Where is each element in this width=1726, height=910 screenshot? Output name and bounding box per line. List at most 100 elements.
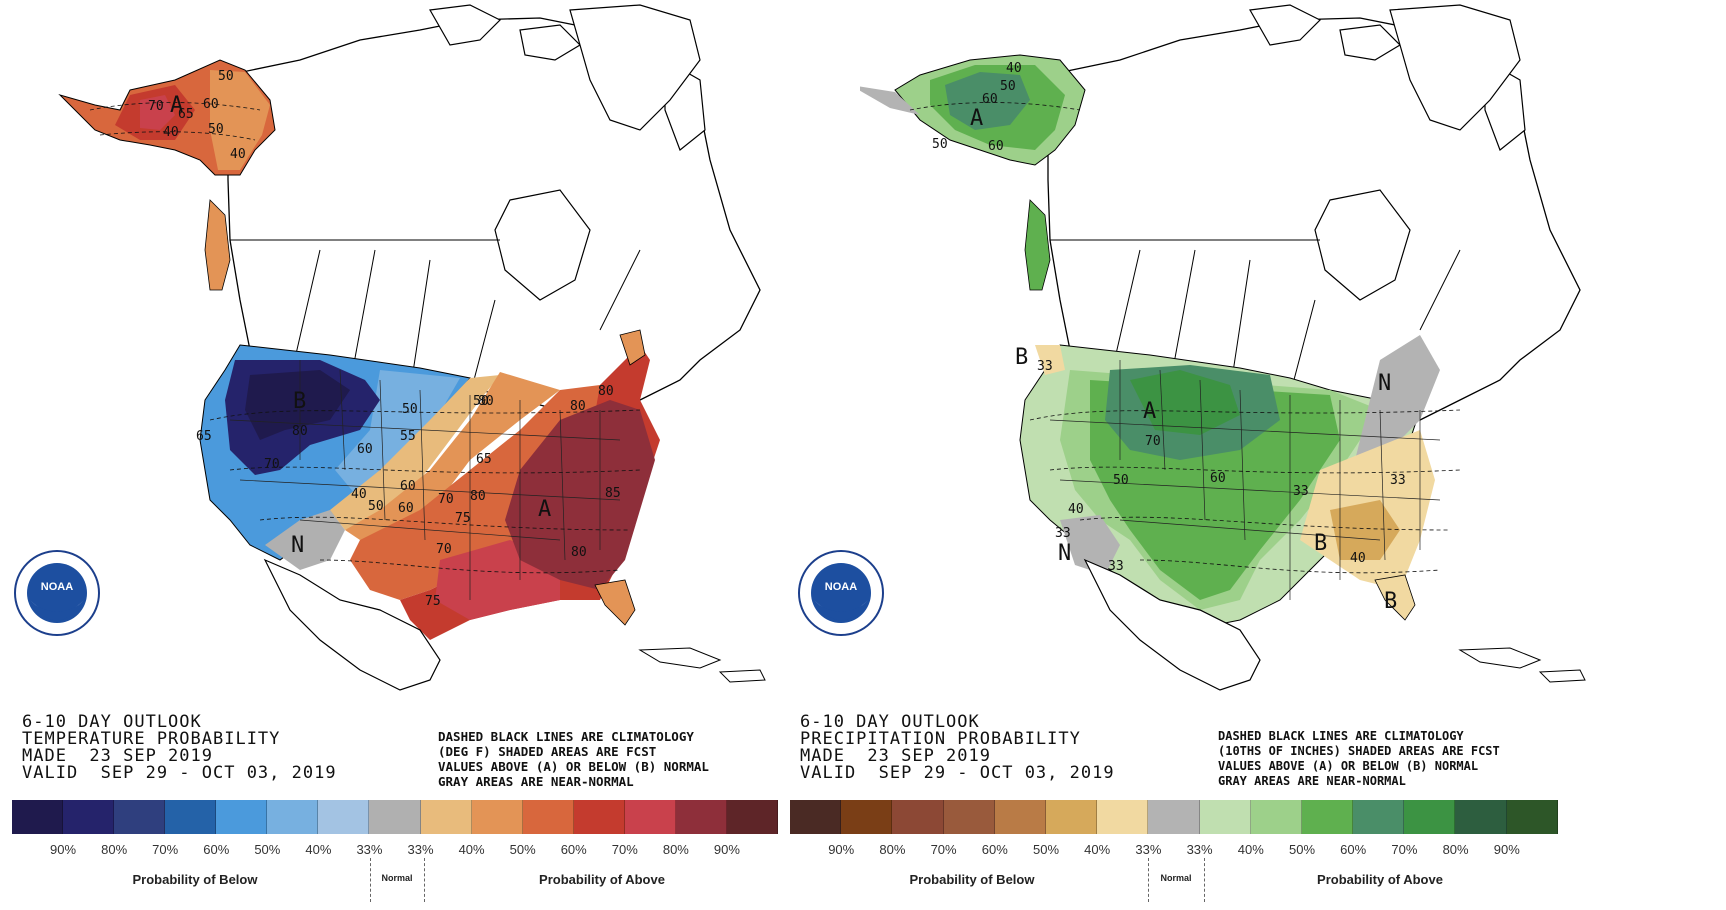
legend-percent-label: 70% xyxy=(1391,842,1418,857)
legend-percent-label: 80% xyxy=(1442,842,1469,857)
oregon-tan xyxy=(1035,345,1065,375)
contour-label: 65 xyxy=(178,107,194,122)
alaska-east-orange xyxy=(210,70,270,170)
title-line: TEMPERATURE PROBABILITY xyxy=(22,729,281,749)
contour-label: 50 xyxy=(218,69,234,84)
title-line: MADE 23 SEP 2019 xyxy=(22,746,213,766)
bc-coast-shading xyxy=(1024,199,1051,291)
noaa-logo-text: NOAA xyxy=(41,581,73,593)
contour-label: 33 xyxy=(1108,559,1124,574)
hudson-bay xyxy=(494,189,591,301)
contour-label: 50 xyxy=(1000,79,1016,94)
title-line: VALID SEP 29 - OCT 03, 2019 xyxy=(22,763,337,783)
contour-label: 65 xyxy=(476,452,492,467)
legend-swatch xyxy=(624,800,676,834)
title-line: 6-10 DAY OUTLOOK xyxy=(800,712,980,732)
contour-label: 80 xyxy=(470,489,486,504)
precip-contour-labels: 40 50 60 50 60 33 70 60 50 40 33 33 33 4… xyxy=(932,61,1406,574)
region-letter: N xyxy=(291,533,304,558)
new-england xyxy=(619,329,646,366)
caribbean-islands xyxy=(638,647,766,683)
contour-label: 75 xyxy=(425,594,441,609)
legend-swatch xyxy=(573,800,625,834)
legend-percent-label: 70% xyxy=(152,842,179,857)
legend-percent-label: 80% xyxy=(662,842,689,857)
contour-label: 80 xyxy=(478,394,494,409)
note-line: GRAY AREAS ARE NEAR-NORMAL xyxy=(438,774,634,789)
conus-east-lightorange xyxy=(330,375,500,530)
contour-label: 33 xyxy=(1293,484,1309,499)
legend-percent-label: 80% xyxy=(101,842,128,857)
contour-label: 40 xyxy=(1006,61,1022,76)
legend-swatch xyxy=(420,800,472,834)
region-letter: A xyxy=(970,106,983,131)
precip-below-label: Probability of Below xyxy=(909,872,1035,887)
contour-label: 60 xyxy=(988,139,1004,154)
legend-swatch xyxy=(1506,800,1558,834)
precip-above-label: Probability of Above xyxy=(1317,872,1443,887)
state-lines xyxy=(229,360,621,600)
contour-label: 80 xyxy=(292,424,308,439)
greenland xyxy=(569,4,701,131)
legend-swatch xyxy=(841,800,893,834)
temp-above-label: Probability of Above xyxy=(539,872,665,887)
contour-label: 33 xyxy=(1037,359,1053,374)
contour-label: 80 xyxy=(571,545,587,560)
legend-swatch xyxy=(1097,800,1149,834)
contour-label: 70 xyxy=(148,99,164,114)
alaska-peninsula-gray xyxy=(860,86,920,115)
conus-east-orange xyxy=(345,372,560,540)
legend-percent-label: 50% xyxy=(509,842,536,857)
contour-label: 50 xyxy=(473,394,489,409)
greenland xyxy=(1389,4,1521,131)
contour-label: 50 xyxy=(932,137,948,152)
note-line: VALUES ABOVE (A) OR BELOW (B) NORMAL xyxy=(1218,759,1479,773)
temp-region-letters: A B A N xyxy=(170,93,551,558)
precip-normal-label: Normal xyxy=(1160,873,1192,883)
legend-percent-label: 80% xyxy=(879,842,906,857)
bc-coast-shading xyxy=(204,199,231,291)
legend-percent-label: 90% xyxy=(1493,842,1520,857)
legend-swatch xyxy=(1404,800,1456,834)
legend-swatch xyxy=(318,800,370,834)
legend-swatch xyxy=(1353,800,1405,834)
contour-label: 60 xyxy=(203,97,219,112)
title-line: PRECIPITATION PROBABILITY xyxy=(800,729,1081,749)
contour-label: 50 xyxy=(1113,473,1129,488)
legend-swatch xyxy=(994,800,1046,834)
legend-percent-label: 40% xyxy=(1084,842,1111,857)
legend-percent-label: 60% xyxy=(560,842,587,857)
legend-percent-label: 40% xyxy=(305,842,332,857)
mexico xyxy=(263,558,441,691)
contour-label: 65 xyxy=(196,429,212,444)
note-line: VALUES ABOVE (A) OR BELOW (B) NORMAL xyxy=(438,759,709,774)
legend-percent-label: 60% xyxy=(203,842,230,857)
contour-label: 70 xyxy=(438,492,454,507)
temperature-map: 50 60 70 65 40 50 40 50 80 50 55 60 65 7… xyxy=(58,4,766,691)
legend-percent-label: 50% xyxy=(1032,842,1060,857)
region-letter: A xyxy=(1143,399,1156,424)
legend-percent-label: 70% xyxy=(611,842,638,857)
temp-contour-labels: 50 60 70 65 40 50 40 50 80 50 55 60 65 7… xyxy=(148,69,621,609)
contour-label: 55 xyxy=(400,429,416,444)
contour-label: 40 xyxy=(351,487,367,502)
precipitation-panel: 40 50 60 50 60 33 70 60 50 40 33 33 33 4… xyxy=(790,0,1720,910)
region-letter: N xyxy=(1058,541,1071,566)
legend-swatch xyxy=(471,800,523,834)
temperature-panel: 50 60 70 65 40 50 40 50 80 50 55 60 65 7… xyxy=(0,0,860,910)
legend-divider xyxy=(1204,858,1205,902)
temp-below-label: Probability of Below xyxy=(132,872,258,887)
precip-region-letters: A A B N N B B xyxy=(970,106,1397,614)
legend-percent-label: 50% xyxy=(1288,842,1316,857)
conus-southwest-gray xyxy=(1060,515,1120,575)
legend-swatch xyxy=(522,800,574,834)
contour-label: 70 xyxy=(436,542,452,557)
contour-label: 70 xyxy=(1145,434,1161,449)
region-letter: B xyxy=(1015,345,1028,370)
legend-swatch xyxy=(369,800,421,834)
legend-swatch xyxy=(114,800,166,834)
climatology-lines xyxy=(909,102,1461,574)
conus-east-gray xyxy=(1350,335,1440,480)
legend-swatch xyxy=(165,800,217,834)
legend-percent-label: 33% xyxy=(356,842,383,857)
